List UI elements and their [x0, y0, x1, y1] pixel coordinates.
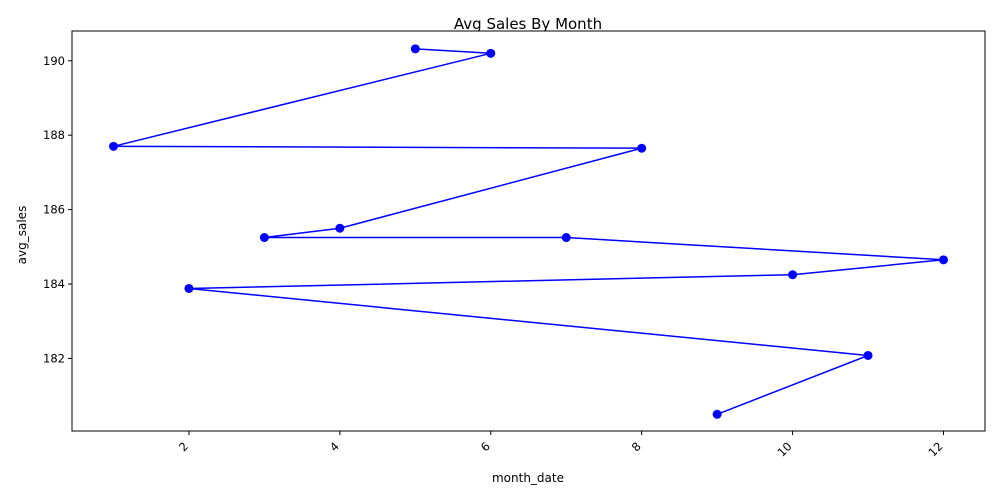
x-axis-label: month_date	[492, 471, 564, 485]
data-point	[863, 350, 873, 360]
y-tick-label: 188	[43, 128, 65, 142]
x-tick-label: 12	[925, 439, 945, 459]
series-line	[113, 48, 944, 415]
data-point	[109, 141, 118, 151]
data-point	[712, 409, 722, 419]
data-point	[939, 255, 948, 265]
x-tick-label: 8	[629, 439, 644, 454]
y-tick-label: 186	[43, 203, 65, 217]
plot-area	[71, 30, 986, 432]
y-tick-label: 190	[43, 54, 65, 68]
x-tick-label: 10	[774, 439, 794, 459]
chart-title: Avg Sales By Month	[454, 15, 602, 33]
data-point	[259, 233, 269, 243]
y-tick-label: 184	[43, 277, 65, 291]
data-point	[410, 44, 420, 54]
y-axis: 182 184 186 188 190	[43, 54, 72, 365]
y-tick-label: 182	[43, 351, 65, 365]
series-group	[109, 44, 948, 419]
data-point	[184, 283, 194, 293]
data-point	[561, 233, 571, 243]
data-point	[486, 48, 496, 58]
x-tick-label: 4	[327, 439, 342, 454]
data-point	[788, 270, 798, 280]
data-point	[335, 223, 345, 233]
x-tick-label: 6	[478, 439, 493, 454]
x-axis: 2 4 6 8 10 12	[176, 431, 946, 459]
data-point	[637, 143, 647, 153]
y-axis-label: avg_sales	[15, 206, 29, 265]
x-tick-label: 2	[176, 439, 191, 454]
